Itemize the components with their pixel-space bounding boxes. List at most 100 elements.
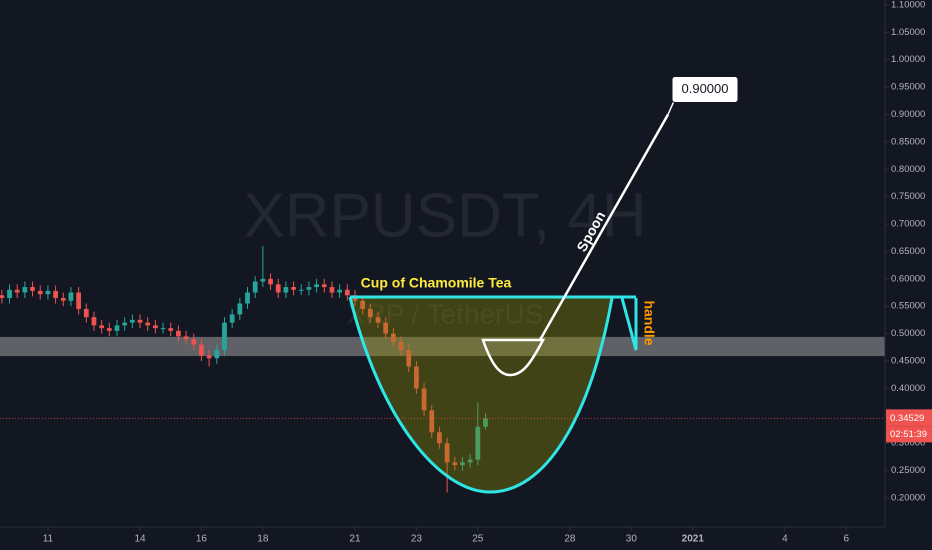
candle-body	[137, 319, 143, 323]
y-tick-label: 0.30000	[891, 438, 925, 449]
x-tick-label: 30	[626, 534, 638, 545]
candle-body	[360, 300, 366, 309]
candle-body	[30, 287, 35, 291]
candle-body	[483, 418, 488, 427]
candle-body	[367, 308, 373, 318]
y-tick-label: 0.95000	[891, 82, 925, 93]
candle-body	[199, 344, 204, 356]
candle-body	[452, 462, 458, 466]
candle-body	[383, 322, 389, 334]
last-price-box	[886, 409, 932, 427]
candle-body	[252, 281, 258, 293]
candle-body	[53, 290, 58, 299]
x-tick-label: 11	[43, 534, 54, 545]
candle-body	[437, 432, 442, 444]
target-callout	[671, 75, 739, 103]
y-tick-label: 1.00000	[891, 54, 925, 65]
candle-body	[68, 292, 74, 301]
candle-body	[329, 287, 335, 293]
watermark-sub: XRP / TetherUS	[347, 298, 544, 329]
candle-body	[0, 295, 5, 299]
candle-body	[268, 278, 273, 285]
candle-body	[467, 459, 473, 463]
y-tick-label: 0.75000	[891, 191, 925, 202]
y-tick-label: 0.90000	[891, 109, 925, 120]
zone-layer	[0, 336, 885, 357]
candle-body	[76, 292, 81, 309]
drawings: Cup of Chamomile Tea Spoon handle 0.9000…	[348, 75, 739, 494]
candle-body	[421, 388, 427, 411]
candle-body	[460, 462, 465, 466]
candle-body	[229, 314, 235, 323]
candle-body	[183, 336, 189, 340]
spoon-bowl	[481, 338, 546, 377]
candle-body	[37, 290, 43, 295]
y-tick-label: 0.55000	[891, 301, 925, 312]
candle-body	[444, 443, 450, 463]
y-tick-label: 0.45000	[891, 356, 925, 367]
x-tick-label: 14	[134, 534, 146, 545]
candle-body	[222, 322, 227, 351]
countdown-label: 02:51:39	[890, 429, 927, 440]
candle-body	[176, 330, 181, 337]
watermark: XRPUSDT, 4H	[243, 181, 646, 250]
candle-body	[214, 350, 220, 359]
x-tick-label: 6	[844, 534, 850, 545]
candle-body	[160, 328, 166, 330]
candle-body	[145, 322, 151, 326]
candle-body	[191, 339, 197, 345]
candle-body	[337, 289, 343, 293]
candle-body	[7, 289, 12, 299]
target-label: 0.90000	[682, 81, 729, 96]
candle-body	[291, 287, 296, 290]
cup-outline	[348, 296, 614, 494]
candle-body	[129, 319, 135, 323]
candle-body	[344, 289, 350, 296]
candle-body	[153, 325, 158, 329]
y-tick-label: 0.60000	[891, 273, 925, 284]
x-tick-label: 21	[349, 534, 361, 545]
candle-body	[398, 341, 404, 351]
candle-body	[414, 366, 419, 389]
candle-body	[114, 325, 120, 331]
cup-label: Cup of Chamomile Tea	[361, 275, 512, 291]
x-tick-label: 2021	[682, 534, 705, 545]
candle-body	[106, 328, 112, 331]
candle-body	[14, 289, 20, 293]
candle-body	[99, 325, 105, 329]
candle-body	[60, 298, 66, 301]
y-tick-label: 0.20000	[891, 492, 925, 503]
y-tick-label: 0.85000	[891, 136, 925, 147]
candle-body	[245, 292, 250, 304]
candle-body	[260, 278, 266, 282]
x-tick-label: 28	[564, 534, 576, 545]
candle-body	[206, 355, 212, 359]
x-tick-label: 25	[472, 534, 484, 545]
y-tick-label: 0.65000	[891, 246, 925, 257]
candle-body	[406, 350, 412, 367]
x-tick-label: 16	[196, 534, 208, 545]
y-tick-label: 1.10000	[891, 0, 925, 10]
candle-body	[275, 284, 281, 293]
candle-body	[45, 290, 51, 295]
countdown-box	[886, 426, 932, 443]
y-tick-label: 0.50000	[891, 328, 925, 339]
y-tick-label: 0.40000	[891, 383, 925, 394]
candle-body	[298, 289, 304, 291]
candles	[0, 245, 488, 493]
last-price-label: 0.34529	[890, 413, 924, 424]
candle-body	[283, 287, 289, 293]
candle-body	[321, 284, 327, 288]
spoon-handle-line	[538, 113, 670, 341]
y-tick-label: 0.70000	[891, 219, 925, 230]
candle-body	[390, 333, 396, 342]
candle-body	[168, 328, 174, 331]
candle-body	[91, 317, 97, 326]
x-tick-label: 23	[411, 534, 423, 545]
x-tick-label: 4	[782, 534, 788, 545]
candle-body	[237, 303, 243, 315]
y-tick-label: 1.05000	[891, 27, 925, 38]
candle-body	[375, 317, 381, 323]
